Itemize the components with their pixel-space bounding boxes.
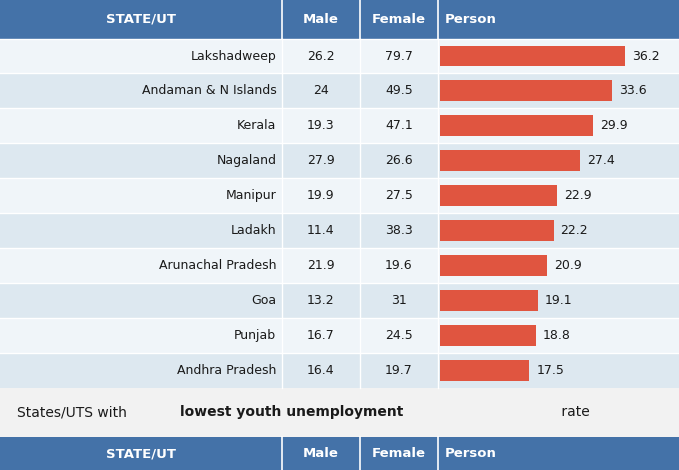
Text: Goa: Goa (251, 294, 276, 307)
Bar (0, 213, 679, 248)
Bar (440, 46, 625, 66)
Text: 47.1: 47.1 (385, 119, 413, 133)
Text: 19.7: 19.7 (385, 364, 413, 377)
Bar (0, 283, 679, 318)
Text: 18.8: 18.8 (543, 329, 571, 342)
Text: 11.4: 11.4 (307, 224, 335, 237)
Text: rate: rate (557, 406, 589, 419)
Bar (440, 150, 580, 171)
Bar (0, 0, 679, 39)
Text: 21.9: 21.9 (307, 259, 335, 272)
Bar (440, 220, 553, 241)
Text: 19.1: 19.1 (545, 294, 572, 307)
Text: Person: Person (445, 447, 496, 460)
Text: 26.6: 26.6 (385, 154, 413, 167)
Text: 22.2: 22.2 (560, 224, 588, 237)
Text: 29.9: 29.9 (600, 119, 627, 133)
Text: Person: Person (445, 13, 496, 26)
Text: Andhra Pradesh: Andhra Pradesh (177, 364, 276, 377)
Text: Manipur: Manipur (225, 189, 276, 202)
Bar (0, 39, 679, 73)
Bar (0, 353, 679, 388)
Bar (0, 178, 679, 213)
Text: 79.7: 79.7 (385, 49, 413, 63)
Text: 27.9: 27.9 (307, 154, 335, 167)
Text: 38.3: 38.3 (385, 224, 413, 237)
Text: 13.2: 13.2 (307, 294, 335, 307)
Text: STATE/UT: STATE/UT (106, 13, 176, 26)
Bar (440, 255, 547, 276)
Text: Nagaland: Nagaland (217, 154, 276, 167)
Text: 17.5: 17.5 (536, 364, 564, 377)
Bar (440, 185, 557, 206)
Text: Female: Female (372, 447, 426, 460)
Text: Ladakh: Ladakh (231, 224, 276, 237)
Bar (0, 109, 679, 143)
Text: 20.9: 20.9 (553, 259, 581, 272)
Bar (0, 388, 679, 437)
Text: 27.4: 27.4 (587, 154, 614, 167)
Bar (440, 325, 536, 346)
Text: 19.6: 19.6 (385, 259, 413, 272)
Text: 27.5: 27.5 (385, 189, 413, 202)
Text: 26.2: 26.2 (307, 49, 335, 63)
Bar (0, 73, 679, 109)
Text: 31: 31 (391, 294, 407, 307)
Text: Andaman & N Islands: Andaman & N Islands (142, 85, 276, 97)
Bar (440, 115, 593, 136)
Text: 49.5: 49.5 (385, 85, 413, 97)
Text: Male: Male (303, 13, 339, 26)
Bar (440, 80, 612, 102)
Text: 16.4: 16.4 (307, 364, 335, 377)
Bar (440, 290, 538, 311)
Text: 24.5: 24.5 (385, 329, 413, 342)
Text: 19.3: 19.3 (307, 119, 335, 133)
Text: 19.9: 19.9 (307, 189, 335, 202)
Text: Lakshadweep: Lakshadweep (191, 49, 276, 63)
Text: Punjab: Punjab (234, 329, 276, 342)
Text: lowest youth unemployment: lowest youth unemployment (180, 406, 403, 419)
Text: Female: Female (372, 13, 426, 26)
Text: States/UTS with: States/UTS with (17, 406, 131, 419)
Text: 24: 24 (313, 85, 329, 97)
Bar (0, 437, 679, 470)
Text: STATE/UT: STATE/UT (106, 447, 176, 460)
Bar (0, 248, 679, 283)
Text: 16.7: 16.7 (307, 329, 335, 342)
Bar (0, 143, 679, 178)
Text: 22.9: 22.9 (564, 189, 591, 202)
Bar (440, 360, 530, 381)
Bar (0, 318, 679, 353)
Text: Male: Male (303, 447, 339, 460)
Text: Kerala: Kerala (237, 119, 276, 133)
Text: 33.6: 33.6 (619, 85, 646, 97)
Text: Arunachal Pradesh: Arunachal Pradesh (159, 259, 276, 272)
Text: 36.2: 36.2 (632, 49, 659, 63)
